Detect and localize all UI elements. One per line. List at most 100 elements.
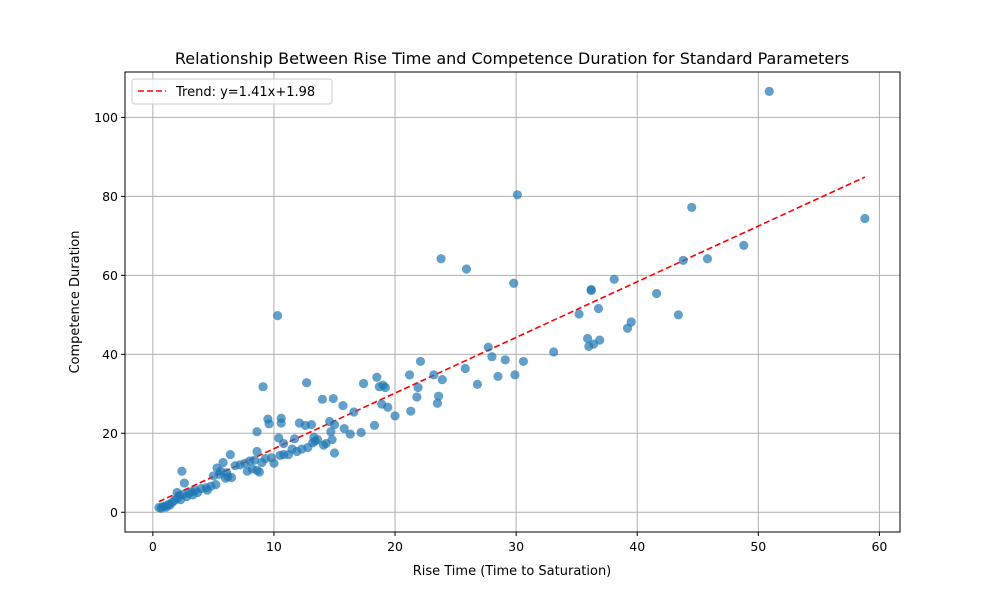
scatter-point bbox=[356, 427, 366, 438]
scatter-point bbox=[390, 411, 400, 421]
y-axis-ticks: 0 20 40 60 80 100 bbox=[94, 110, 125, 520]
scatter-point bbox=[276, 418, 286, 428]
trend-line bbox=[158, 176, 866, 503]
scatter-point bbox=[177, 466, 187, 476]
scatter-point bbox=[434, 391, 444, 401]
scatter-point bbox=[306, 420, 317, 430]
y-tick-label: 40 bbox=[102, 347, 118, 362]
scatter-point bbox=[406, 406, 416, 416]
scatter-point bbox=[383, 402, 393, 412]
scatter-point bbox=[518, 356, 528, 367]
scatter-point bbox=[764, 86, 774, 96]
scatter-point bbox=[493, 371, 503, 382]
x-tick-label: 10 bbox=[266, 539, 282, 554]
scatter-point bbox=[372, 372, 382, 382]
scatter-point bbox=[312, 435, 323, 445]
scatter-point bbox=[860, 213, 870, 224]
scatter-point bbox=[702, 254, 713, 264]
scatter-point bbox=[460, 363, 470, 374]
scatter-point bbox=[179, 478, 189, 488]
chart-title: Relationship Between Rise Time and Compe… bbox=[175, 49, 849, 68]
scatter-point bbox=[225, 450, 235, 460]
scatter-point bbox=[404, 370, 415, 380]
scatter-point bbox=[380, 382, 390, 393]
scatter-point bbox=[593, 303, 604, 314]
scatter-point bbox=[437, 374, 447, 385]
scatter-point bbox=[586, 285, 596, 295]
scatter-point bbox=[595, 335, 605, 345]
y-tick-label: 0 bbox=[110, 505, 118, 520]
scatter-point bbox=[339, 423, 349, 434]
scatter-point bbox=[269, 458, 279, 468]
scatter-point bbox=[687, 202, 697, 213]
scatter-point bbox=[549, 347, 559, 357]
legend: Trend: y=1.41x+1.98 bbox=[131, 78, 333, 105]
scatter-point bbox=[574, 309, 584, 319]
y-axis-label: Competence Duration bbox=[68, 230, 83, 373]
scatter-point bbox=[345, 429, 355, 439]
x-tick-label: 0 bbox=[149, 539, 157, 554]
scatter-point bbox=[509, 278, 519, 288]
scatter-point bbox=[413, 382, 423, 393]
scatter-point bbox=[652, 288, 662, 299]
scatter-point bbox=[329, 448, 340, 458]
scatter-point bbox=[436, 254, 446, 264]
scatter-point bbox=[328, 393, 338, 404]
scatter-point bbox=[582, 333, 593, 344]
x-tick-label: 30 bbox=[508, 539, 524, 554]
y-tick-label: 60 bbox=[102, 268, 118, 283]
scatter-point bbox=[429, 370, 439, 380]
scatter-point bbox=[461, 264, 472, 274]
scatter-point bbox=[358, 378, 369, 389]
scatter-point bbox=[349, 407, 359, 417]
scatter-point bbox=[279, 438, 289, 449]
y-tick-label: 20 bbox=[102, 426, 118, 441]
scatter-point bbox=[302, 378, 312, 388]
scatter-point bbox=[211, 480, 221, 490]
scatter-point bbox=[415, 356, 426, 367]
scatter-point bbox=[512, 190, 522, 200]
scatter-point bbox=[510, 370, 520, 380]
scatter-point bbox=[252, 446, 262, 457]
scatter-point bbox=[264, 419, 274, 429]
scatter-point bbox=[329, 420, 340, 430]
scatter-point bbox=[673, 310, 683, 320]
scatter-point bbox=[500, 355, 510, 365]
scatter-point bbox=[739, 240, 749, 250]
scatter-point bbox=[412, 392, 422, 402]
plot-area-frame bbox=[124, 71, 901, 533]
x-tick-label: 20 bbox=[387, 539, 403, 554]
scatter-point bbox=[218, 457, 228, 468]
scatter-point bbox=[289, 434, 300, 444]
trend-line-group bbox=[158, 176, 866, 503]
y-tick-label: 80 bbox=[102, 189, 118, 204]
x-tick-label: 40 bbox=[629, 539, 645, 554]
scatter-point bbox=[272, 311, 283, 321]
scatter-point bbox=[678, 255, 688, 265]
scatter-point bbox=[258, 382, 268, 392]
y-tick-label: 100 bbox=[94, 110, 118, 125]
scatter-point bbox=[472, 379, 482, 389]
legend-trend-label: Trend: y=1.41x+1.98 bbox=[175, 85, 315, 100]
scatter-point bbox=[487, 352, 497, 362]
scatter-point bbox=[317, 394, 327, 404]
legend-box bbox=[131, 78, 333, 105]
x-axis-label: Rise Time (Time to Saturation) bbox=[413, 564, 612, 579]
scatter-point bbox=[432, 398, 443, 408]
scatter-point bbox=[609, 274, 619, 284]
scatter-point bbox=[369, 420, 380, 430]
scatter-point bbox=[626, 317, 636, 327]
x-tick-label: 50 bbox=[750, 539, 766, 554]
x-axis-ticks: 0 10 20 30 40 50 60 bbox=[149, 532, 887, 554]
scatter-point bbox=[226, 472, 237, 483]
scatter-points bbox=[154, 86, 870, 513]
scatter-point bbox=[326, 427, 336, 437]
scatter-point bbox=[252, 427, 262, 437]
x-tick-label: 60 bbox=[871, 539, 887, 554]
scatter-point bbox=[338, 401, 348, 411]
scatter-point bbox=[254, 467, 265, 477]
scatter-point bbox=[327, 435, 337, 445]
scatter-point bbox=[249, 455, 260, 465]
